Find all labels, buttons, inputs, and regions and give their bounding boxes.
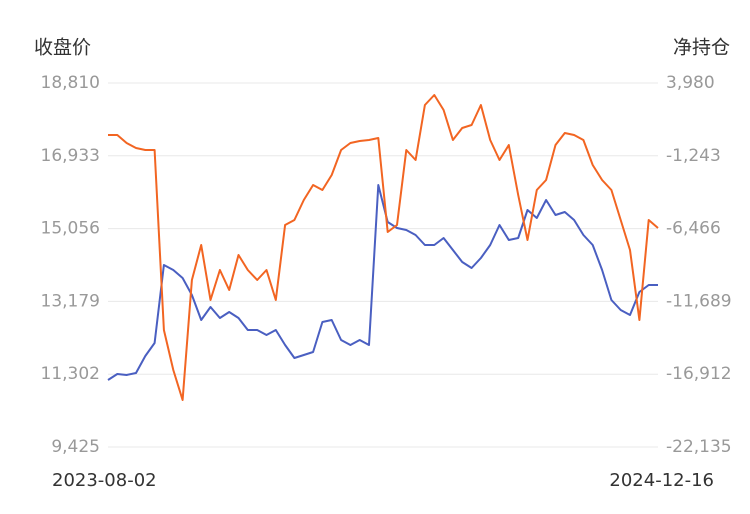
- y-tick-label: 18,810: [41, 73, 100, 93]
- y-tick-label: 15,056: [41, 219, 100, 239]
- y2-tick-label: -6,466: [666, 219, 721, 239]
- x-tick-label: 2023-08-02: [52, 470, 157, 491]
- y2-tick-label: -16,912: [666, 364, 732, 384]
- series-line: [108, 94, 659, 401]
- y2-tick-label: -1,243: [666, 146, 721, 166]
- y2-tick-label: 3,980: [666, 73, 715, 93]
- y-tick-label: 11,302: [41, 364, 100, 384]
- x-tick-label: 2024-12-16: [609, 470, 714, 491]
- y-tick-label: 16,933: [41, 146, 100, 166]
- y-axis-title: 收盘价: [34, 37, 91, 59]
- series-line: [107, 184, 658, 381]
- y-tick-label: 13,179: [41, 291, 100, 311]
- y2-tick-label: -11,689: [666, 291, 732, 311]
- y2-tick-label: -22,135: [666, 437, 732, 457]
- y2-axis-title: 净持仓: [673, 37, 730, 59]
- y-tick-label: 9,425: [51, 437, 100, 457]
